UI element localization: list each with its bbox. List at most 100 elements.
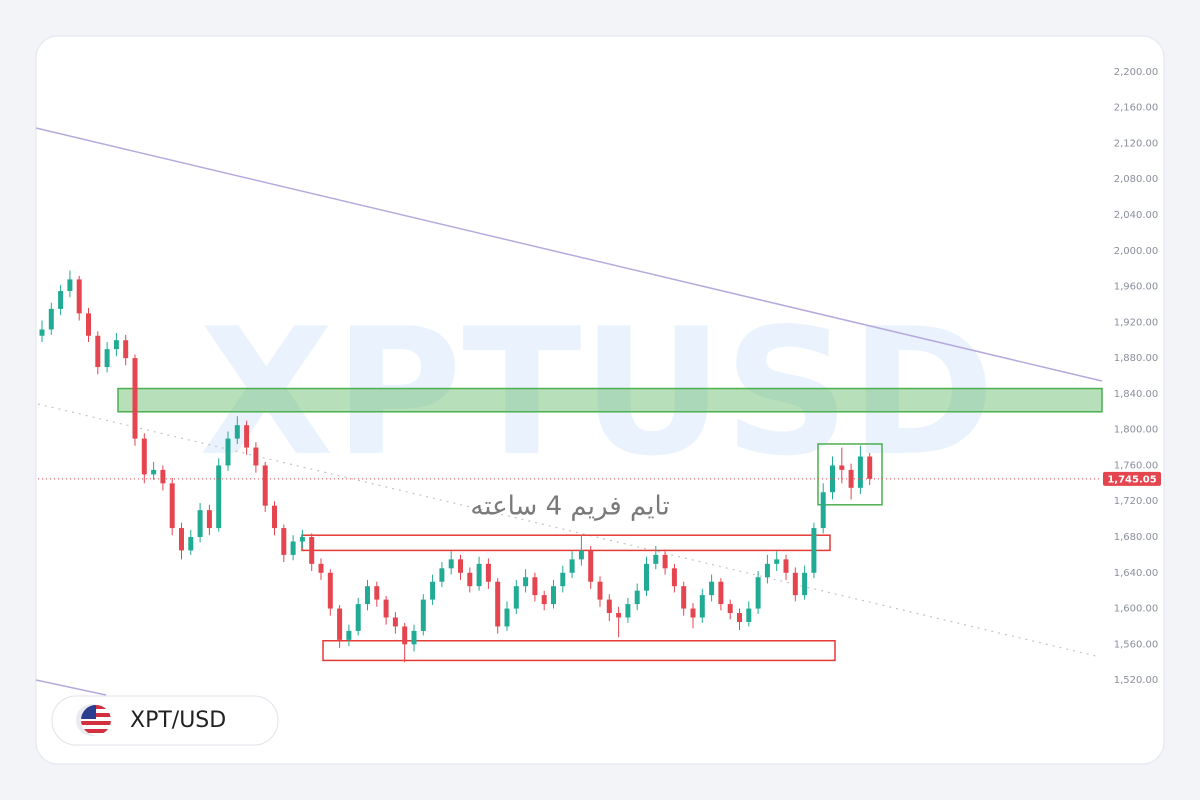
candle-body [151, 469, 157, 475]
candle-body [532, 577, 538, 596]
candle-body [718, 581, 724, 605]
candle-body [848, 469, 854, 488]
candle-body [588, 550, 594, 582]
symbol-label: XPT/USD [130, 708, 226, 733]
candle-body [830, 465, 835, 493]
candle-body [309, 537, 315, 564]
candle-body [737, 613, 742, 622]
candle-body [327, 572, 333, 609]
candle-body [113, 340, 119, 350]
y-tick-label: 1,720.00 [1114, 496, 1159, 507]
current-price-label: 1,745.05 [1107, 474, 1156, 485]
candle-body [132, 358, 138, 439]
candle-body [290, 541, 296, 555]
candle-body [644, 563, 649, 591]
candle-body [513, 586, 519, 609]
candle-body [820, 492, 826, 529]
candle-body [746, 608, 752, 622]
y-tick-label: 1,840.00 [1114, 389, 1159, 400]
candle-body [811, 528, 817, 573]
candle-body [690, 608, 696, 618]
candle-body [179, 528, 184, 551]
candle-body [123, 340, 129, 359]
candle-body [346, 630, 352, 640]
candle-body [104, 349, 110, 368]
candle-body [206, 510, 212, 529]
candle-body [76, 279, 82, 314]
candle-body [160, 469, 166, 484]
y-tick-label: 2,200.00 [1114, 67, 1159, 78]
candle-body [67, 279, 73, 292]
y-tick-label: 1,800.00 [1114, 425, 1159, 436]
candle-body [374, 586, 380, 600]
candle-body [244, 425, 250, 448]
candle-body [485, 563, 491, 582]
candle-body [281, 528, 287, 555]
candle-body [727, 604, 733, 614]
y-tick-label: 1,760.00 [1114, 460, 1159, 471]
us-flag [81, 705, 111, 735]
candle-body [95, 335, 101, 368]
candle-body [699, 595, 705, 618]
y-tick-label: 2,160.00 [1114, 103, 1159, 114]
y-tick-label: 1,680.00 [1114, 532, 1159, 543]
candle-body [867, 456, 873, 479]
y-tick-label: 1,920.00 [1114, 317, 1159, 328]
candle-body [495, 581, 501, 627]
candle-body [439, 568, 445, 582]
symbol-badge [51, 695, 279, 746]
y-tick-label: 1,560.00 [1114, 639, 1159, 650]
candle-body [337, 608, 343, 640]
candle-body [234, 425, 240, 439]
candle-body [774, 559, 780, 564]
candle-body [141, 438, 147, 475]
candle-body [467, 572, 473, 587]
candle-body [560, 572, 566, 587]
candle-body [616, 613, 622, 618]
y-tick-label: 2,080.00 [1114, 174, 1159, 185]
zone [117, 387, 1103, 413]
candle-body [792, 572, 798, 596]
candle-body [578, 550, 584, 560]
candle-body [597, 581, 603, 600]
candle-body [755, 577, 761, 609]
candle-body [197, 510, 203, 537]
candle-body [783, 559, 789, 573]
candle-body [476, 563, 482, 587]
candle-body [709, 581, 715, 596]
candle-body [188, 537, 194, 551]
candle-body [839, 465, 845, 470]
candle-body [225, 438, 231, 466]
candle-body [169, 483, 175, 529]
candle-body [318, 563, 324, 573]
candle-body [58, 291, 64, 309]
zone [322, 640, 836, 662]
candle-body [402, 626, 408, 645]
candle-body [458, 559, 463, 573]
candle-body [569, 559, 575, 573]
y-tick-label: 1,600.00 [1114, 604, 1159, 615]
candle-body [39, 329, 45, 336]
plot: 1,520.00 1,560.00 1,600.00 1,640.00 1,680.00… [38, 67, 1161, 686]
trendline [35, 127, 1103, 382]
zone [817, 443, 883, 506]
y-tick-label: 1,880.00 [1114, 353, 1159, 364]
y-tick-label: 2,120.00 [1114, 138, 1159, 149]
card [35, 35, 1165, 765]
candle-body [671, 568, 677, 587]
candle-body [48, 308, 54, 330]
candle-body [681, 586, 687, 609]
y-tick-label: 2,000.00 [1114, 246, 1159, 257]
candle-body [523, 577, 529, 587]
candle-body [625, 604, 631, 618]
candle-body [299, 537, 305, 542]
candle-body [634, 590, 640, 605]
candle-body [392, 617, 398, 627]
candle-body [262, 465, 268, 506]
y-tick-label: 2,040.00 [1114, 210, 1159, 221]
candle-body [857, 456, 863, 488]
candle-body [253, 447, 259, 466]
candle-body [662, 554, 668, 569]
current-price-box [1103, 471, 1161, 486]
